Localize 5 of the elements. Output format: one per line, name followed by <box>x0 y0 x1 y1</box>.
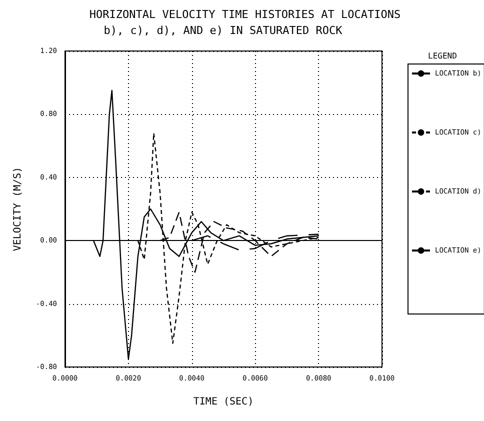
chart-title: HORIZONTAL VELOCITY TIME HISTORIES AT LOCATIONS <box>89 8 401 21</box>
legend-title: LEGEND <box>428 52 458 60</box>
x-axis-title: TIME (SEC) <box>193 396 254 408</box>
y-axis-title: VELOCITY (M/S) <box>12 166 24 252</box>
chart-subtitle: b), c), d), AND e) IN SATURATED ROCK <box>104 24 343 37</box>
